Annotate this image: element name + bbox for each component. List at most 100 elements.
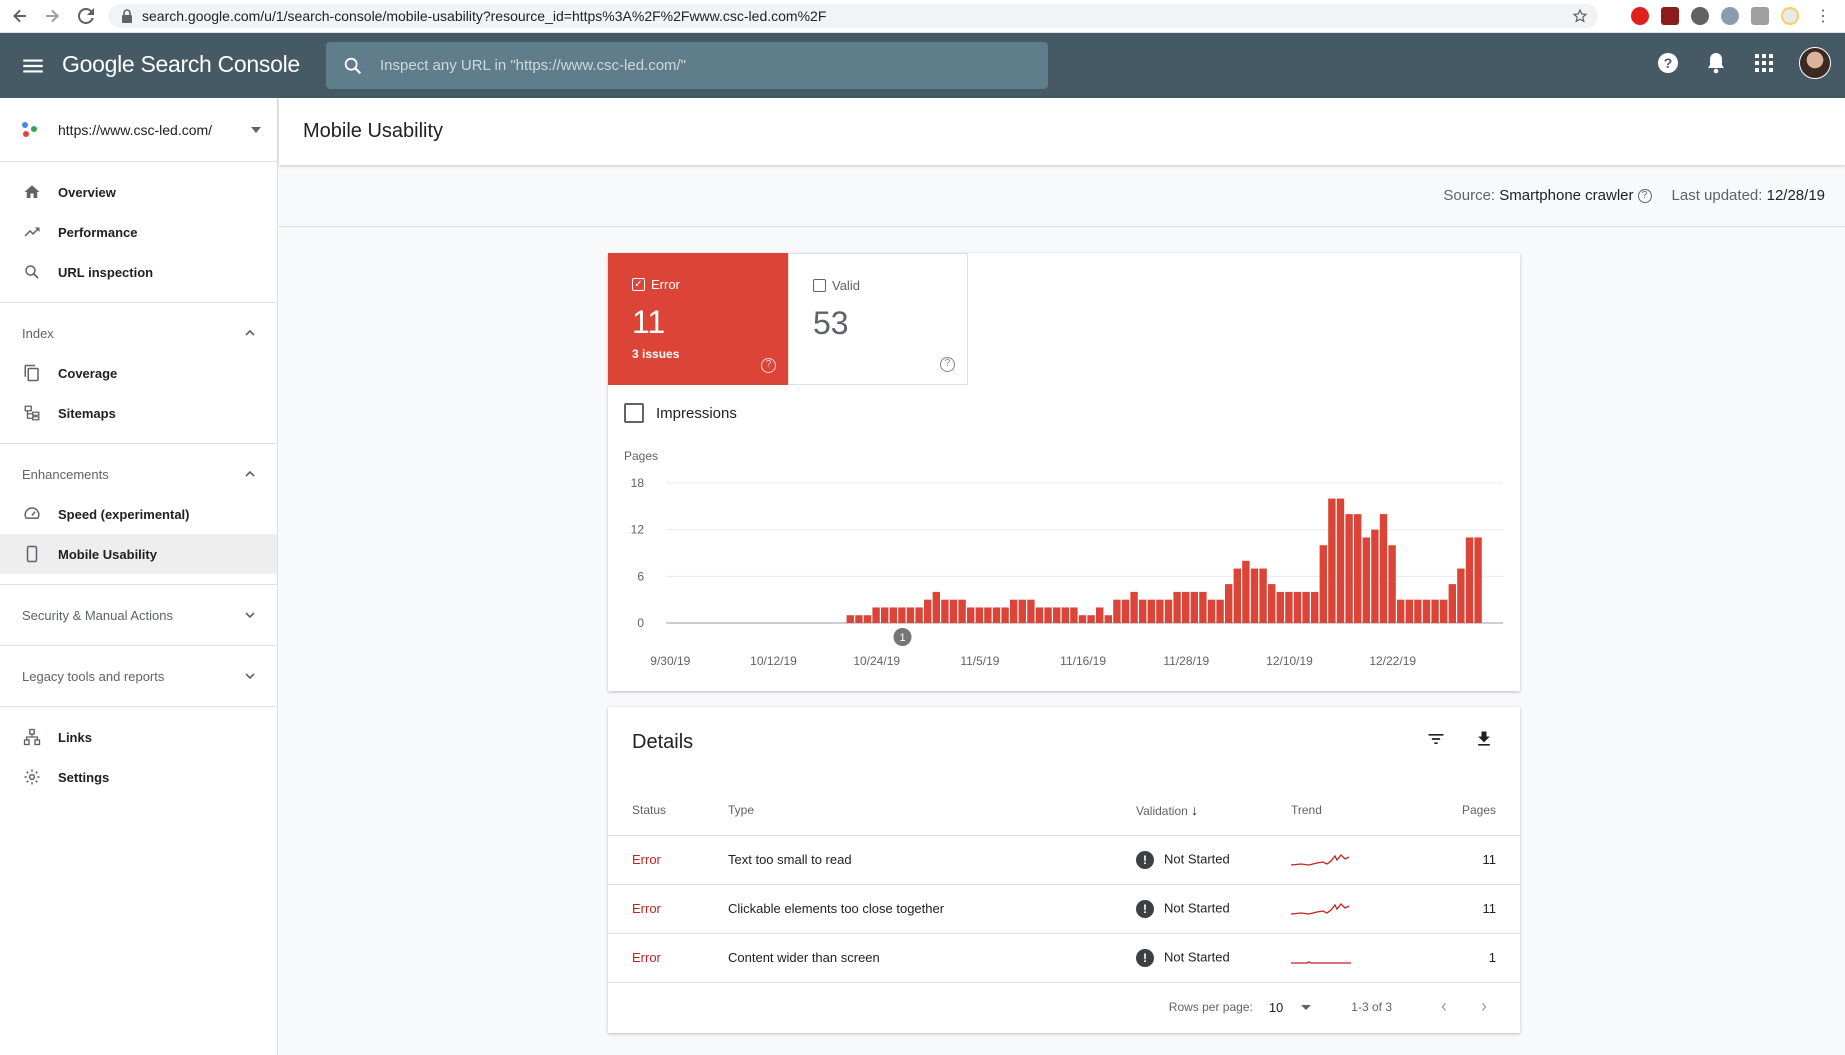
- chart-bar: [1027, 599, 1035, 623]
- camera-extension-icon[interactable]: [1751, 7, 1769, 25]
- url-inspect-search[interactable]: [326, 42, 1048, 89]
- chart-bar: [1371, 529, 1379, 623]
- notifications-bell-icon[interactable]: [1703, 50, 1729, 76]
- browser-toolbar: search.google.com/u/1/search-console/mob…: [0, 0, 1845, 33]
- rows-per-page-value: 10: [1268, 999, 1284, 1015]
- table-row[interactable]: Error Text too small to read! Not Started 1…: [608, 835, 1520, 885]
- arrow-down-icon: ↓: [1191, 801, 1199, 818]
- column-header-status[interactable]: Status: [608, 785, 728, 836]
- more-menu-icon[interactable]: ⋮: [1815, 8, 1831, 25]
- chart-bar: [915, 607, 923, 623]
- unchecked-checkbox-icon[interactable]: [813, 279, 826, 292]
- column-header-validation[interactable]: Validation ↓: [1136, 785, 1291, 836]
- profile-extension-icon[interactable]: [1781, 7, 1799, 25]
- chart-bar: [1164, 599, 1173, 623]
- valid-summary-tile[interactable]: Valid 53 ?: [788, 253, 968, 385]
- row-validation: ! Not Started: [1136, 933, 1291, 983]
- error-count: 11: [632, 304, 666, 340]
- sidebar-item-label: Settings: [58, 769, 110, 785]
- smartphone-icon: [22, 544, 42, 564]
- chart-bar: [906, 607, 915, 623]
- chart-bar: [1242, 560, 1250, 623]
- unchecked-checkbox-icon[interactable]: [624, 403, 644, 423]
- source-info-bar: Source: Smartphone crawler ? Last update…: [279, 165, 1845, 227]
- chart-bar: [1293, 591, 1302, 623]
- help-circle-icon[interactable]: ?: [761, 358, 776, 373]
- pdf-extension-icon[interactable]: [1661, 7, 1679, 25]
- back-icon[interactable]: [8, 4, 32, 28]
- rows-per-page-label: Rows per page:: [1168, 1000, 1253, 1014]
- chevron-down-icon: [245, 612, 255, 619]
- chevron-right-icon[interactable]: ›: [1481, 996, 1487, 1016]
- chart-bar: [1379, 514, 1388, 623]
- nav-group-legacy: Legacy tools and reports: [0, 646, 277, 707]
- address-bar[interactable]: search.google.com/u/1/search-console/mob…: [108, 4, 1598, 28]
- sidebar-item-label: Coverage: [58, 365, 118, 381]
- sidebar-item-performance[interactable]: Performance: [0, 212, 277, 252]
- chart-bar: [1268, 584, 1276, 623]
- apps-grid-icon[interactable]: [1751, 50, 1777, 76]
- reload-icon[interactable]: [74, 4, 98, 28]
- section-security-header[interactable]: Security & Manual Actions: [0, 595, 277, 635]
- trend-sparkline: [1291, 961, 1351, 964]
- validation-text: Not Started: [1164, 850, 1230, 866]
- opera-extension-icon[interactable]: [1631, 7, 1649, 25]
- details-card: Details Status Type Validation ↓ Trend P…: [608, 707, 1520, 1033]
- error-summary-tile[interactable]: ✓ Error 11 3 issues ?: [608, 253, 788, 385]
- x-tick-label: 12/10/19: [1266, 654, 1313, 668]
- nav-group-index: Index Coverage Sitemaps: [0, 303, 277, 444]
- sidebar-item-url-inspection[interactable]: URL inspection: [0, 252, 277, 292]
- dark-extension-icon[interactable]: [1691, 7, 1709, 25]
- rows-per-page-select[interactable]: 10: [1268, 999, 1312, 1015]
- section-enhancements-header[interactable]: Enhancements: [0, 454, 277, 494]
- chevron-left-icon[interactable]: ‹: [1441, 996, 1447, 1016]
- section-legacy-header[interactable]: Legacy tools and reports: [0, 656, 277, 696]
- sparkline-path: [1290, 903, 1350, 915]
- globe-extension-icon[interactable]: [1721, 7, 1739, 25]
- checked-checkbox-icon[interactable]: ✓: [632, 278, 645, 291]
- chart-bar: [1130, 591, 1138, 623]
- impressions-toggle[interactable]: Impressions: [624, 403, 737, 423]
- sidebar-item-links[interactable]: Links: [0, 717, 277, 757]
- sidebar-item-speed[interactable]: Speed (experimental): [0, 494, 277, 534]
- x-tick-label: 9/30/19: [650, 654, 690, 668]
- app-header: Google Search Console ?: [0, 33, 1845, 98]
- help-circle-icon[interactable]: ?: [940, 357, 955, 372]
- sidebar-item-overview[interactable]: Overview: [0, 172, 277, 212]
- chart-bar: [1465, 537, 1474, 623]
- app-brand[interactable]: Google Search Console: [62, 51, 300, 77]
- help-circle-icon[interactable]: ?: [1637, 188, 1652, 203]
- trend-sparkline: [1290, 903, 1350, 915]
- help-icon[interactable]: ?: [1655, 50, 1681, 76]
- chart-bar: [1044, 607, 1052, 623]
- sidebar-item-settings[interactable]: Settings: [0, 757, 277, 797]
- section-index-header[interactable]: Index: [0, 313, 277, 353]
- forward-icon[interactable]: [40, 4, 64, 28]
- sidebar-item-mobile-usability[interactable]: Mobile Usability: [0, 534, 277, 574]
- search-input[interactable]: [380, 57, 1020, 74]
- chart-bar: [898, 607, 906, 623]
- table-row[interactable]: Error Content wider than screen! Not Start…: [608, 933, 1520, 983]
- account-avatar[interactable]: [1799, 47, 1831, 79]
- sidebar-item-label: Speed (experimental): [58, 506, 190, 522]
- sidebar-item-coverage[interactable]: Coverage: [0, 353, 277, 393]
- filter-icon[interactable]: [1424, 727, 1448, 751]
- chart-bar: [1233, 568, 1241, 623]
- chart-bar: [1448, 584, 1456, 623]
- chart-bar: [932, 591, 940, 623]
- section-label: Index: [22, 325, 54, 341]
- download-icon[interactable]: [1472, 727, 1496, 751]
- column-header-type[interactable]: Type: [728, 785, 1136, 836]
- chart-bar: [1285, 591, 1293, 623]
- chart-bar: [1018, 599, 1026, 623]
- nav-group-enhancements: Enhancements Speed (experimental) Mobile…: [0, 444, 277, 585]
- chart-bar: [1354, 514, 1362, 623]
- column-header-pages[interactable]: Pages: [1431, 785, 1520, 836]
- chart-bar: [967, 607, 975, 623]
- sidebar-item-sitemaps[interactable]: Sitemaps: [0, 393, 277, 433]
- property-selector[interactable]: https://www.csc-led.com/: [0, 98, 277, 162]
- column-header-trend[interactable]: Trend: [1291, 785, 1431, 836]
- star-icon[interactable]: [1572, 8, 1588, 24]
- hamburger-menu-icon[interactable]: [20, 53, 46, 79]
- table-row[interactable]: Error Clickable elements too close togeth…: [608, 884, 1520, 934]
